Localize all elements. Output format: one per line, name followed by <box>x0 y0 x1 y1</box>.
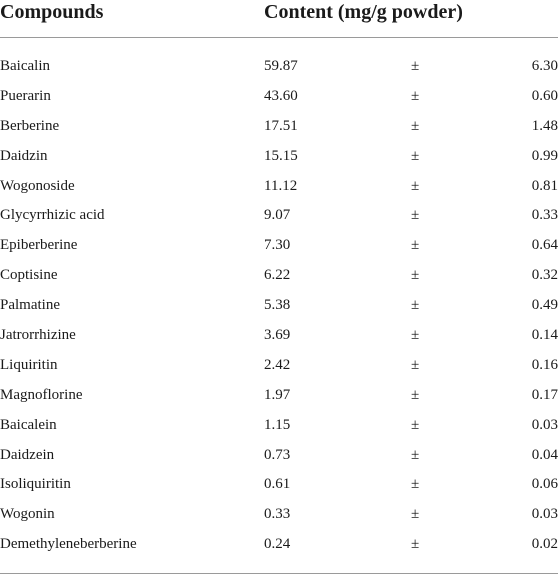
compound-name-cell: Puerarin <box>0 87 51 104</box>
standard-deviation-cell: 1.48 <box>531 117 558 134</box>
content-value-cell: 2.42 <box>264 356 291 373</box>
table-row: Wogonoside 11.12 ±0.81 <box>0 172 558 202</box>
table-row: Jatrorrhizine 3.69 ±0.14 <box>0 321 558 351</box>
compound-name-cell: Daidzin <box>0 147 48 164</box>
compound-name-cell: Demethyleneberberine <box>0 536 137 553</box>
plus-minus-cell: ± <box>411 386 420 403</box>
compound-name-cell: Epiberberine <box>0 237 78 254</box>
bottom-rule <box>0 573 558 574</box>
plus-minus-cell: ± <box>411 58 420 74</box>
compound-name-cell: Berberine <box>0 117 60 134</box>
table-row: Palmatine 5.38 ±0.49 <box>0 291 558 321</box>
content-value-cell: 17.51 <box>264 117 298 134</box>
table-row: Baicalin 59.87 ±6.30 <box>0 52 558 82</box>
content-value-cell: 1.97 <box>264 386 291 403</box>
plus-minus-cell: ± <box>411 207 420 224</box>
compound-name-cell: Magnoflorine <box>0 386 83 403</box>
content-value-cell: 5.38 <box>264 297 291 314</box>
header-rule <box>0 37 558 38</box>
standard-deviation-cell: 0.03 <box>531 416 558 433</box>
plus-minus-cell: ± <box>411 237 420 254</box>
standard-deviation-cell: 0.32 <box>531 267 558 284</box>
standard-deviation-cell: 0.81 <box>531 177 558 194</box>
standard-deviation-cell: 0.99 <box>531 147 558 164</box>
plus-minus-cell: ± <box>411 416 420 433</box>
plus-minus-cell: ± <box>411 297 420 314</box>
plus-minus-cell: ± <box>411 446 420 463</box>
standard-deviation-cell: 0.60 <box>531 87 558 104</box>
content-value-cell: 0.33 <box>264 506 291 523</box>
compound-name-cell: Palmatine <box>0 297 60 314</box>
plus-minus-cell: ± <box>411 87 420 104</box>
table-row: Berberine 17.51 ±1.48 <box>0 112 558 142</box>
header-content: Content (mg/g powder) <box>264 1 463 23</box>
compound-name-cell: Baicalein <box>0 416 57 433</box>
content-value-cell: 6.22 <box>264 267 291 284</box>
standard-deviation-cell: 0.04 <box>531 446 558 463</box>
table-body: Baicalin 59.87 ±6.30 Puerarin 43.60 ±0.60 Berb… <box>0 52 558 560</box>
table-row: Coptisine 6.22 ±0.32 <box>0 261 558 291</box>
compound-name-cell: Wogonin <box>0 506 55 523</box>
plus-minus-cell: ± <box>411 506 420 523</box>
compound-name-cell: Glycyrrhizic acid <box>0 207 105 224</box>
table-row: Daidzein 0.73 ±0.04 <box>0 441 558 471</box>
compound-name-cell: Isoliquiritin <box>0 476 71 493</box>
table-row: Puerarin 43.60 ±0.60 <box>0 82 558 112</box>
table-header: Compounds Content (mg/g powder) <box>0 0 558 38</box>
table-row: Magnoflorine 1.97 ±0.17 <box>0 381 558 411</box>
compound-name-cell: Coptisine <box>0 267 58 284</box>
content-value-cell: 0.24 <box>264 536 291 553</box>
content-value-cell: 59.87 <box>264 58 298 74</box>
plus-minus-cell: ± <box>411 147 420 164</box>
content-value-cell: 0.61 <box>264 476 291 493</box>
plus-minus-cell: ± <box>411 177 420 194</box>
standard-deviation-cell: 0.49 <box>531 297 558 314</box>
plus-minus-cell: ± <box>411 267 420 284</box>
content-value-cell: 15.15 <box>264 147 298 164</box>
standard-deviation-cell: 0.14 <box>531 327 558 344</box>
content-value-cell: 11.12 <box>264 177 298 194</box>
table-row: Wogonin 0.33 ±0.03 <box>0 500 558 530</box>
content-value-cell: 7.30 <box>264 237 291 254</box>
compound-name-cell: Wogonoside <box>0 177 75 194</box>
standard-deviation-cell: 0.17 <box>531 386 558 403</box>
compound-name-cell: Liquiritin <box>0 356 58 373</box>
table-row: Liquiritin 2.42 ±0.16 <box>0 351 558 381</box>
standard-deviation-cell: 0.06 <box>531 476 558 493</box>
content-value-cell: 43.60 <box>264 87 298 104</box>
plus-minus-cell: ± <box>411 536 420 553</box>
content-value-cell: 0.73 <box>264 446 291 463</box>
compound-name-cell: Daidzein <box>0 446 55 463</box>
table-row: Baicalein 1.15 ±0.03 <box>0 411 558 441</box>
table-row: Isoliquiritin 0.61 ±0.06 <box>0 470 558 500</box>
content-value-cell: 1.15 <box>264 416 291 433</box>
header-compounds: Compounds <box>0 1 104 23</box>
compound-name-cell: Jatrorrhizine <box>0 327 76 344</box>
standard-deviation-cell: 0.02 <box>531 536 558 553</box>
standard-deviation-cell: 0.16 <box>531 356 558 373</box>
standard-deviation-cell: 0.64 <box>531 237 558 254</box>
compound-name-cell: Baicalin <box>0 58 50 74</box>
plus-minus-cell: ± <box>411 117 420 134</box>
standard-deviation-cell: 6.30 <box>531 58 558 74</box>
table-row: Glycyrrhizic acid 9.07 ±0.33 <box>0 201 558 231</box>
table-row: Epiberberine 7.30 ±0.64 <box>0 231 558 261</box>
plus-minus-cell: ± <box>411 327 420 344</box>
standard-deviation-cell: 0.03 <box>531 506 558 523</box>
plus-minus-cell: ± <box>411 476 420 493</box>
standard-deviation-cell: 0.33 <box>531 207 558 224</box>
content-value-cell: 3.69 <box>264 327 291 344</box>
table-row: Daidzin 15.15 ±0.99 <box>0 142 558 172</box>
plus-minus-cell: ± <box>411 356 420 373</box>
table-row: Demethyleneberberine 0.24 ±0.02 <box>0 530 558 560</box>
content-value-cell: 9.07 <box>264 207 291 224</box>
